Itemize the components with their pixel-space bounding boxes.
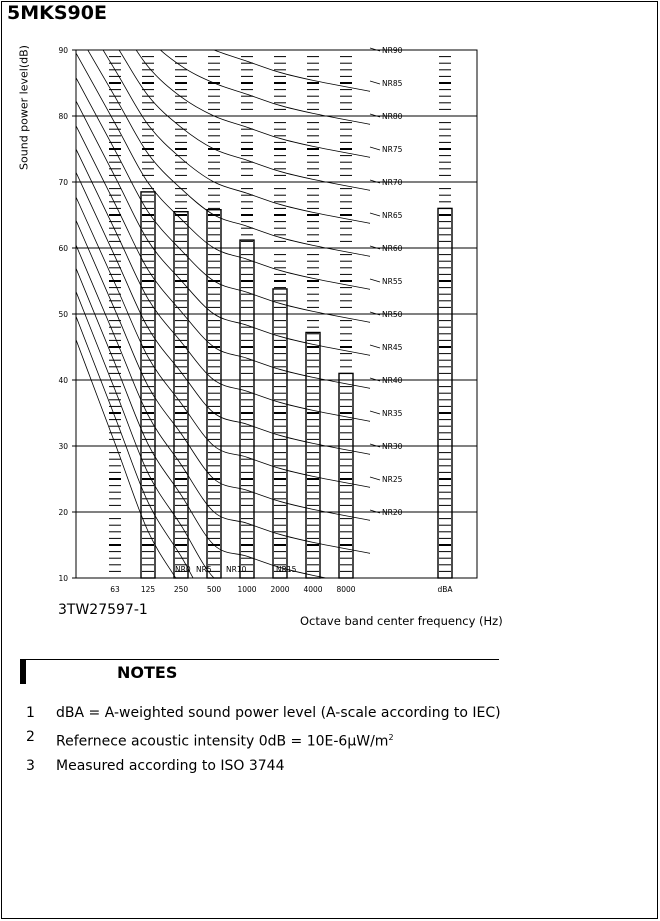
nr-curve-nr15 <box>76 267 329 578</box>
bar-1000 <box>239 239 255 579</box>
nr-curve-nr50 <box>76 100 371 356</box>
bar-4000 <box>305 331 321 579</box>
nr-curve-nr10 <box>76 290 215 578</box>
bar-dBA <box>437 207 453 579</box>
nr-curve-nr60 <box>76 52 371 290</box>
nr-label-leader <box>369 47 381 52</box>
y-tick-label: 30 <box>58 442 68 451</box>
nr-label-nr30: NR30 <box>382 442 403 451</box>
nr-label-leader <box>369 80 381 85</box>
nr-label-leader <box>369 278 381 283</box>
nr-label-leader <box>369 377 381 382</box>
y-tick-label: 40 <box>58 376 68 385</box>
y-tick-label: 70 <box>58 178 68 187</box>
nr-curve-nr5 <box>76 315 194 578</box>
nr-label-nr0: NR0 <box>175 565 191 574</box>
bar-8000 <box>338 372 354 579</box>
x-tick-label: 1000 <box>237 585 256 594</box>
note-item: 1 dBA = A-weighted sound power level (A-… <box>20 705 520 722</box>
x-tick-label: 4000 <box>303 585 322 594</box>
nr-curve-nr55 <box>76 76 371 323</box>
nr-label-leader <box>369 443 381 448</box>
nr-label-nr70: NR70 <box>382 178 403 187</box>
nr-label-leader <box>369 344 381 349</box>
nr-label-nr65: NR65 <box>382 211 403 220</box>
x-tick-label: 125 <box>141 585 156 594</box>
nr-label-nr5: NR5 <box>196 565 212 574</box>
nr-curves <box>76 50 371 578</box>
y-tick-label: 90 <box>58 46 68 55</box>
nr-curve-nr35 <box>76 171 371 455</box>
y-tick-label: 20 <box>58 508 68 517</box>
note-number: 1 <box>26 705 35 721</box>
x-tick-label: 8000 <box>336 585 355 594</box>
nr-curve-nr90 <box>212 50 371 92</box>
nr-curve-nr0 <box>76 338 177 578</box>
note-text: Refernece acoustic intensity 0dB = 10E-6… <box>56 729 520 751</box>
nr-label-leader <box>369 179 381 184</box>
note-item: 3 Measured according to ISO 3744 <box>20 758 520 775</box>
nr-label-leader <box>369 410 381 415</box>
nr-curve-nr75 <box>118 50 371 191</box>
nr-label-leader <box>369 509 381 514</box>
nr-label-leader <box>369 146 381 151</box>
y-tick-label: 60 <box>58 244 68 253</box>
nr-label-nr85: NR85 <box>382 79 403 88</box>
x-tick-label: 500 <box>207 585 222 594</box>
nr-label-leader <box>369 113 381 118</box>
note-text: Measured according to ISO 3744 <box>56 757 285 774</box>
figure-id: 3TW27597-1 <box>58 602 148 618</box>
nr-curve-nr20 <box>76 244 371 554</box>
nr-label-nr10: NR10 <box>226 565 247 574</box>
nr-label-nr35: NR35 <box>382 409 403 418</box>
nr-label-nr75: NR75 <box>382 145 403 154</box>
nr-curve-nr40 <box>76 148 371 422</box>
nr-label-nr25: NR25 <box>382 475 403 484</box>
bar-500 <box>206 209 222 579</box>
nr-label-nr60: NR60 <box>382 244 403 253</box>
notes-list: 1 dBA = A-weighted sound power level (A-… <box>20 705 520 782</box>
x-tick-label: 250 <box>174 585 189 594</box>
note-item: 2 Refernece acoustic intensity 0dB = 10E… <box>20 729 520 751</box>
model-title: 5MKS90E <box>7 2 107 24</box>
notes-divider <box>20 659 499 660</box>
x-axis-label: Octave band center frequency (Hz) <box>300 614 503 628</box>
nr-label-leader <box>369 476 381 481</box>
nr-curve-nr85 <box>159 50 371 125</box>
y-tick-label: 80 <box>58 112 68 121</box>
x-tick-label: 63 <box>110 585 120 594</box>
notes-marker <box>20 659 26 684</box>
nr-chart: 10 20 30 40 50 60 70 80 90 NR90 NR85 NR80 NR75 NR70 NR… <box>58 46 478 594</box>
note-text-main: Refernece acoustic intensity 0dB = 10E-6… <box>56 733 389 750</box>
nr-label-leader <box>369 212 381 217</box>
nr-curve-nr30 <box>76 196 371 488</box>
y-tick-label: 50 <box>58 310 68 319</box>
nr-curve-nr65 <box>87 50 371 257</box>
x-tick-label: dBA <box>437 585 453 594</box>
note-superscript: 2 <box>388 733 394 742</box>
nr-label-leader <box>369 245 381 250</box>
nr-label-nr20: NR20 <box>382 508 403 517</box>
x-tick-label: 2000 <box>270 585 289 594</box>
nr-curve-nr45 <box>76 124 371 389</box>
nr-curve-nr80 <box>135 50 371 158</box>
nr-curve-nr70 <box>102 50 371 224</box>
y-tick-label: 10 <box>58 574 68 583</box>
nr-label-leader <box>369 311 381 316</box>
nr-label-nr90: NR90 <box>382 46 403 55</box>
note-number: 3 <box>26 757 35 774</box>
bar-125 <box>140 191 156 579</box>
nr-label-nr40: NR40 <box>382 376 403 385</box>
note-number: 2 <box>26 729 35 745</box>
nr-curve-nr25 <box>76 219 371 521</box>
nr-label-nr80: NR80 <box>382 112 403 121</box>
nr-label-nr55: NR55 <box>382 277 403 286</box>
note-text: dBA = A-weighted sound power level (A-sc… <box>56 705 501 721</box>
nr-label-nr50: NR50 <box>382 310 403 319</box>
notes-title: NOTES <box>117 663 178 682</box>
bar-250 <box>173 210 189 579</box>
nr-label-nr45: NR45 <box>382 343 403 352</box>
nr-label-nr15: NR15 <box>276 565 297 574</box>
